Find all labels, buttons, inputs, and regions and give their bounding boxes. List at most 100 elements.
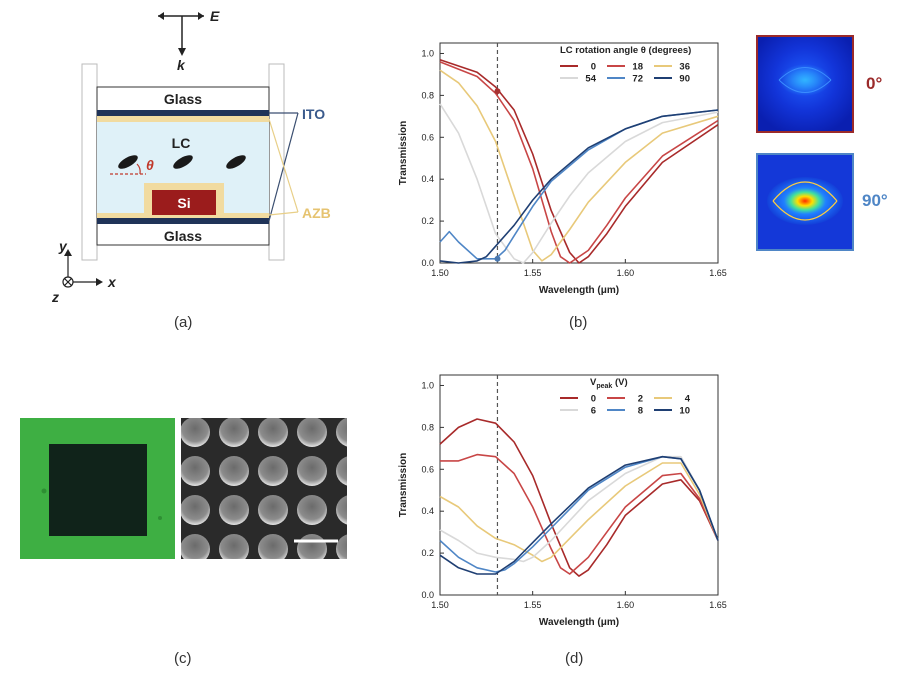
axis-x-label: x — [107, 274, 117, 290]
si-disk — [219, 495, 249, 525]
glass-bottom-label: Glass — [164, 228, 202, 244]
x-tick-label: 1.50 — [431, 268, 449, 278]
ito-layer-bottom — [97, 218, 269, 224]
lc-molecule — [173, 155, 193, 169]
y-tick-label: 1.0 — [421, 48, 434, 58]
si-disk — [336, 495, 347, 525]
azb-callout-line — [268, 211, 299, 216]
ito-layer-top — [97, 110, 269, 116]
y-tick-label: 0.0 — [421, 258, 434, 268]
caption-b: (b) — [569, 314, 588, 331]
y-tick-label: 0.8 — [421, 90, 434, 100]
y-axis-label: Transmission — [398, 453, 409, 517]
series-line-10 — [439, 455, 719, 575]
y-tick-label: 0.4 — [421, 174, 434, 184]
y-tick-label: 0.0 — [421, 590, 434, 600]
legend-entry: 6 — [591, 406, 596, 417]
si-disk — [258, 418, 288, 447]
legend-entry: 72 — [632, 74, 643, 85]
si-disk — [258, 495, 288, 525]
data-marker — [494, 255, 501, 262]
azb-layer-bottom — [97, 213, 269, 218]
legend-entry: 10 — [679, 406, 690, 417]
si-disk — [297, 495, 327, 525]
x-tick-label: 1.60 — [617, 268, 635, 278]
axis-z-label: z — [51, 289, 59, 305]
y-tick-label: 0.6 — [421, 132, 434, 142]
device-schematic: E k Si Glass Glass LC θ ITO AZB y x z — [51, 8, 331, 305]
legend-entry: 18 — [632, 62, 643, 73]
sem-micrograph — [181, 418, 347, 559]
si-disk — [297, 418, 327, 447]
y-tick-label: 1.0 — [421, 380, 434, 390]
x-tick-label: 1.65 — [709, 600, 727, 610]
series-line-36 — [439, 69, 719, 262]
caption-a: (a) — [174, 314, 193, 331]
lc-molecule — [118, 155, 138, 169]
theta-arc — [136, 163, 141, 175]
y-tick-label: 0.8 — [421, 422, 434, 432]
x-tick-label: 1.60 — [617, 600, 635, 610]
data-marker — [494, 88, 501, 95]
lc-molecule — [226, 155, 246, 169]
series-line-0 — [439, 59, 719, 264]
series-line-90 — [439, 109, 719, 264]
x-tick-label: 1.55 — [524, 268, 542, 278]
axis-y-label: y — [58, 238, 68, 254]
series-line-6 — [439, 455, 719, 563]
x-axis-label: Wavelength (μm) — [539, 285, 619, 296]
caption-c: (c) — [174, 650, 192, 667]
si-disk — [181, 534, 210, 559]
metasurface-region — [49, 444, 147, 536]
inset-label-90deg: 90° — [862, 191, 888, 210]
si-disk — [258, 456, 288, 486]
optical-micrograph — [20, 418, 175, 559]
legend-entry: 8 — [638, 406, 643, 417]
si-disk — [336, 456, 347, 486]
x-tick-label: 1.50 — [431, 600, 449, 610]
field-inset-90deg — [756, 153, 854, 251]
si-disk — [181, 418, 210, 447]
theta-label: θ — [146, 157, 154, 173]
legend-entry: 36 — [679, 62, 690, 73]
legend-title: LC rotation angle θ (degrees) — [560, 45, 691, 56]
side-wall-right — [268, 63, 285, 261]
side-wall-left — [81, 63, 98, 261]
legend-entry: 4 — [685, 394, 691, 405]
y-tick-label: 0.2 — [421, 548, 434, 558]
si-disk — [219, 456, 249, 486]
azb-label: AZB — [302, 205, 331, 221]
series-line-4 — [439, 462, 719, 563]
y-tick-label: 0.4 — [421, 506, 434, 516]
legend-entry: 0 — [591, 62, 596, 73]
si-disk — [297, 456, 327, 486]
coordinate-axes — [62, 249, 103, 288]
k-vector-label: k — [177, 57, 186, 73]
x-tick-label: 1.55 — [524, 600, 542, 610]
chart-b: 0.0 0.2 0.4 0.6 0.8 1.0 1.50 1.55 1.60 1.65 Wavele… — [398, 42, 727, 296]
si-disk — [181, 495, 210, 525]
field-inset-0deg — [756, 35, 854, 133]
ito-label: ITO — [302, 106, 325, 122]
y-tick-label: 0.2 — [421, 216, 434, 226]
si-disk — [219, 418, 249, 447]
legend-entry: 0 — [591, 394, 596, 405]
series-line-0 — [439, 418, 719, 577]
series-line-2 — [440, 453, 719, 575]
inset-label-0deg: 0° — [866, 74, 883, 93]
lc-label: LC — [172, 135, 191, 151]
caption-d: (d) — [565, 650, 584, 667]
si-label: Si — [177, 195, 190, 211]
si-disk — [336, 534, 347, 559]
x-axis-label: Wavelength (μm) — [539, 617, 619, 628]
x-tick-label: 1.65 — [709, 268, 727, 278]
si-disk — [181, 456, 210, 486]
si-disk — [219, 534, 249, 559]
legend-entry: 54 — [585, 74, 596, 85]
plot-frame — [439, 374, 719, 596]
glass-top-label: Glass — [164, 91, 202, 107]
y-tick-label: 0.6 — [421, 464, 434, 474]
si-disk — [336, 418, 347, 447]
si-pillar — [152, 190, 216, 215]
si-disk — [258, 534, 288, 559]
